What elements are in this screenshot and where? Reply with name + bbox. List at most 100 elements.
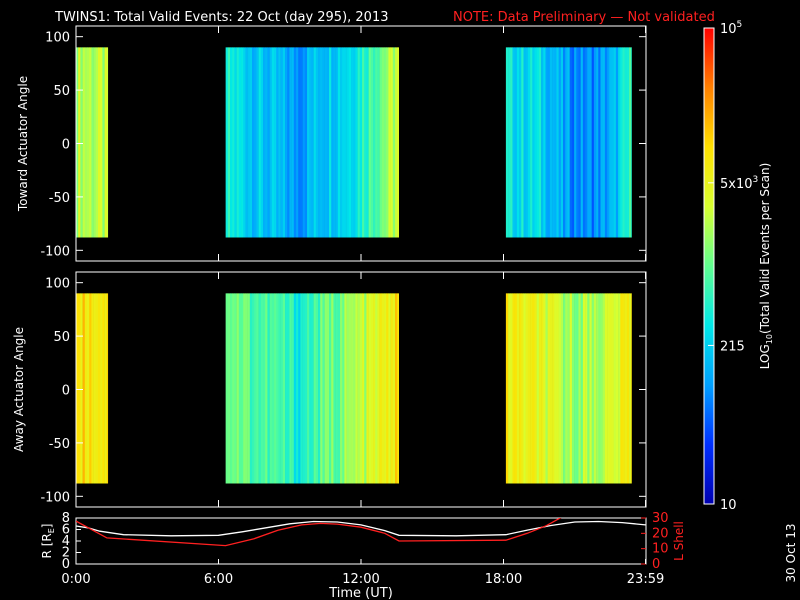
heatmap-column [386,47,389,238]
heatmap-column [357,293,361,484]
toward-ylabel: Toward Actuator Angle [16,76,30,212]
heatmap-column [505,47,509,238]
heatmap-column [582,293,586,484]
away-ylabel: Away Actuator Angle [12,327,26,452]
heatmap-column [260,293,264,484]
heatmap-column [104,47,108,238]
heatmap-column [271,293,275,484]
heatmap-column [291,293,295,484]
heatmap-column [388,47,391,238]
heatmap-column [256,293,259,484]
heatmap-column [267,293,270,484]
heatmap-column [508,47,511,238]
heatmap-column [313,47,317,238]
heatmap-column [280,293,284,484]
heatmap-column [379,293,383,484]
heatmap-column [91,293,94,484]
colorbar-gradient [703,27,715,505]
heatmap-column [510,47,513,238]
heatmap-column [596,293,599,484]
heatmap-column [322,293,325,484]
heatmap-column [569,293,573,484]
heatmap-column [318,293,321,484]
heatmap-column [293,47,297,238]
heatmap-column [545,47,548,238]
heatmap-column [289,293,292,484]
heatmap-column [225,293,229,484]
heatmap-column [298,293,301,484]
heatmap-column [366,47,369,238]
ytick-label: 50 [53,330,70,345]
heatmap-column [296,293,299,484]
heatmap-column [333,293,336,484]
heatmap-column [514,293,518,484]
date-stamp: 30 Oct 13 [784,524,798,583]
heatmap-column [91,47,94,238]
colorbar-tick-label: 5x103 [720,175,758,192]
heatmap-column [104,293,108,484]
heatmap-column [589,47,592,238]
heatmap-column [388,293,391,484]
heatmap-column [247,47,251,238]
heatmap-column [102,293,105,484]
heatmap-column [359,293,363,484]
heatmap-column [320,47,323,238]
heatmap-column [585,293,588,484]
heatmap-column [298,47,301,238]
heatmap-column [624,293,628,484]
heatmap-column [541,47,544,238]
heatmap-column [527,47,531,238]
heatmap-column [243,47,246,238]
heatmap-column [280,47,284,238]
heatmap-column [626,293,630,484]
heatmap-column [578,47,581,238]
heatmap-column [236,47,240,238]
heatmap-column [362,47,365,238]
heatmap-column [569,47,573,238]
heatmap-column [609,293,612,484]
heatmap-column [247,293,251,484]
heatmap-column [84,293,88,484]
heatmap-column [296,47,299,238]
heatmap-column [98,293,101,484]
heatmap-column [100,293,103,484]
heatmap-column [236,293,240,484]
ytick-label: -100 [40,490,70,505]
heatmap-column [320,293,323,484]
heatmap-column [340,47,343,238]
heatmap-column [600,293,603,484]
heatmap-column [384,47,387,238]
heatmap-column [510,293,513,484]
heatmap-column [274,47,277,238]
heatmap-column [263,47,266,238]
heatmap-column [600,47,603,238]
heatmap-column [260,47,264,238]
heatmap-column [326,293,330,484]
heatmap-column [243,293,246,484]
heatmap-column [519,293,522,484]
heatmap-column [381,47,385,238]
heatmap-column [82,47,86,238]
xtick-label: 23:59 [627,572,664,587]
heatmap-column [300,293,303,484]
heatmap-column [287,47,290,238]
heatmap-column [324,47,328,238]
away-panel: 100 50 0 -50 -100 Away Actuator Angle [12,271,647,508]
heatmap-column [512,293,515,484]
heatmap-column [618,47,621,238]
heatmap-column [342,293,345,484]
heatmap-column [106,47,109,238]
heatmap-column [538,47,542,238]
heatmap-column [556,47,559,238]
heatmap-column [329,47,332,238]
heatmap-column [534,47,537,238]
heatmap-column [556,293,559,484]
heatmap-column [598,293,601,484]
heatmap-column [93,293,97,484]
heatmap-column [331,47,334,238]
heatmap-column [245,47,248,238]
heatmap-column [536,293,540,484]
ytick-label: -50 [49,437,70,452]
heatmap-column [547,47,551,238]
